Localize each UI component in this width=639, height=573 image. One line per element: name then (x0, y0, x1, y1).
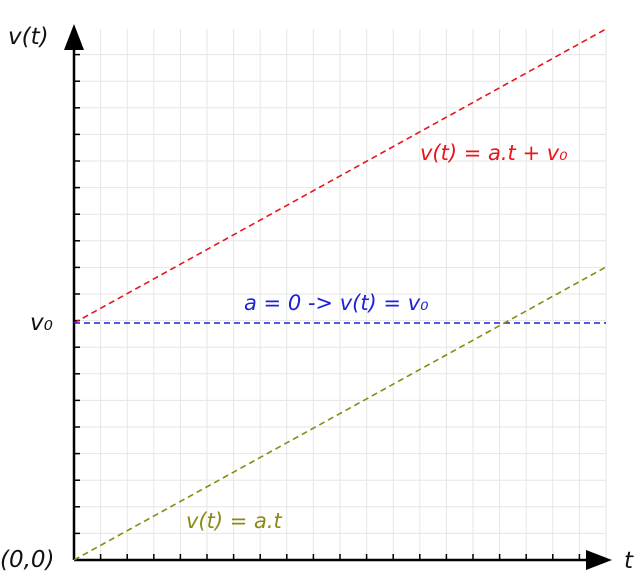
x-axis-arrowhead (586, 550, 612, 570)
label-accelerated-from-rest: v(t) = a.t (186, 509, 283, 533)
v0-label: v₀ (30, 310, 53, 336)
y-axis-arrowhead (64, 24, 84, 50)
axes (64, 24, 612, 570)
grid (73, 29, 607, 561)
line-accelerated-from-rest (73, 266, 607, 561)
lines (73, 28, 607, 561)
y-axis-label: v(t) (8, 24, 49, 50)
label-constant-velocity: a = 0 -> v(t) = v₀ (244, 291, 429, 315)
origin-label: (0,0) (0, 547, 55, 573)
y-axis-ticks (74, 53, 80, 535)
line-accelerated-with-v0 (73, 28, 607, 324)
x-axis-label: t (624, 548, 634, 573)
label-accelerated-with-v0: v(t) = a.t + v₀ (420, 141, 568, 165)
x-axis-ticks (99, 554, 581, 560)
